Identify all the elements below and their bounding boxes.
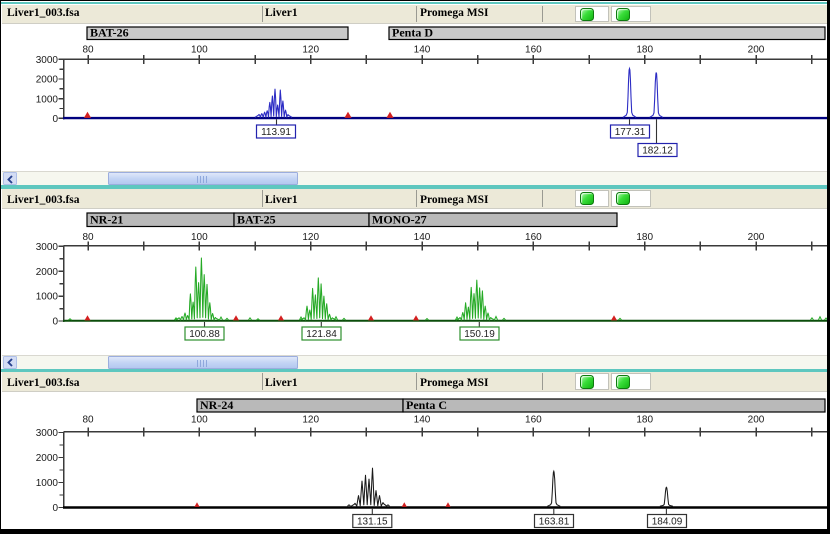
svg-text:184.09: 184.09 [652, 516, 683, 527]
svg-text:113.91: 113.91 [261, 127, 291, 138]
svg-text:121.84: 121.84 [306, 329, 337, 340]
svg-text:0: 0 [52, 503, 58, 514]
svg-text:MONO-27: MONO-27 [372, 213, 427, 227]
svg-text:160: 160 [525, 232, 542, 243]
svg-text:200: 200 [748, 415, 765, 426]
svg-text:NR-24: NR-24 [200, 398, 233, 412]
svg-text:2000: 2000 [36, 75, 59, 86]
svg-text:200: 200 [748, 232, 765, 243]
svg-text:163.81: 163.81 [539, 516, 570, 527]
svg-text:150.19: 150.19 [464, 329, 495, 340]
svg-text:200: 200 [748, 45, 765, 56]
svg-text:1000: 1000 [36, 478, 59, 489]
svg-text:140: 140 [414, 232, 431, 243]
svg-text:BAT-26: BAT-26 [90, 26, 129, 40]
svg-text:120: 120 [302, 45, 319, 56]
svg-text:120: 120 [302, 232, 319, 243]
svg-text:140: 140 [414, 415, 431, 426]
svg-text:0: 0 [52, 114, 58, 125]
svg-text:160: 160 [525, 415, 542, 426]
svg-text:100: 100 [191, 232, 208, 243]
svg-text:180: 180 [636, 45, 653, 56]
svg-text:180: 180 [636, 415, 653, 426]
svg-text:131.15: 131.15 [357, 516, 388, 527]
svg-text:177.31: 177.31 [615, 127, 646, 138]
svg-text:2000: 2000 [36, 267, 59, 278]
svg-text:80: 80 [82, 232, 94, 243]
svg-text:182.12: 182.12 [642, 145, 673, 156]
svg-text:1000: 1000 [36, 94, 59, 105]
svg-text:3000: 3000 [36, 242, 59, 253]
svg-text:NR-21: NR-21 [90, 213, 123, 227]
svg-text:160: 160 [525, 45, 542, 56]
svg-text:2000: 2000 [36, 453, 59, 464]
svg-text:BAT-25: BAT-25 [237, 213, 276, 227]
svg-text:120: 120 [302, 415, 319, 426]
svg-text:Penta D: Penta D [392, 26, 433, 40]
svg-text:100: 100 [191, 45, 208, 56]
svg-text:100.88: 100.88 [189, 329, 220, 340]
svg-text:3000: 3000 [36, 55, 59, 66]
svg-text:100: 100 [191, 415, 208, 426]
svg-text:80: 80 [82, 415, 94, 426]
svg-text:3000: 3000 [36, 428, 59, 439]
svg-text:Penta C: Penta C [406, 398, 447, 412]
svg-text:0: 0 [52, 317, 58, 328]
svg-text:1000: 1000 [36, 292, 59, 303]
svg-text:80: 80 [82, 45, 94, 56]
svg-text:180: 180 [636, 232, 653, 243]
svg-text:140: 140 [414, 45, 431, 56]
